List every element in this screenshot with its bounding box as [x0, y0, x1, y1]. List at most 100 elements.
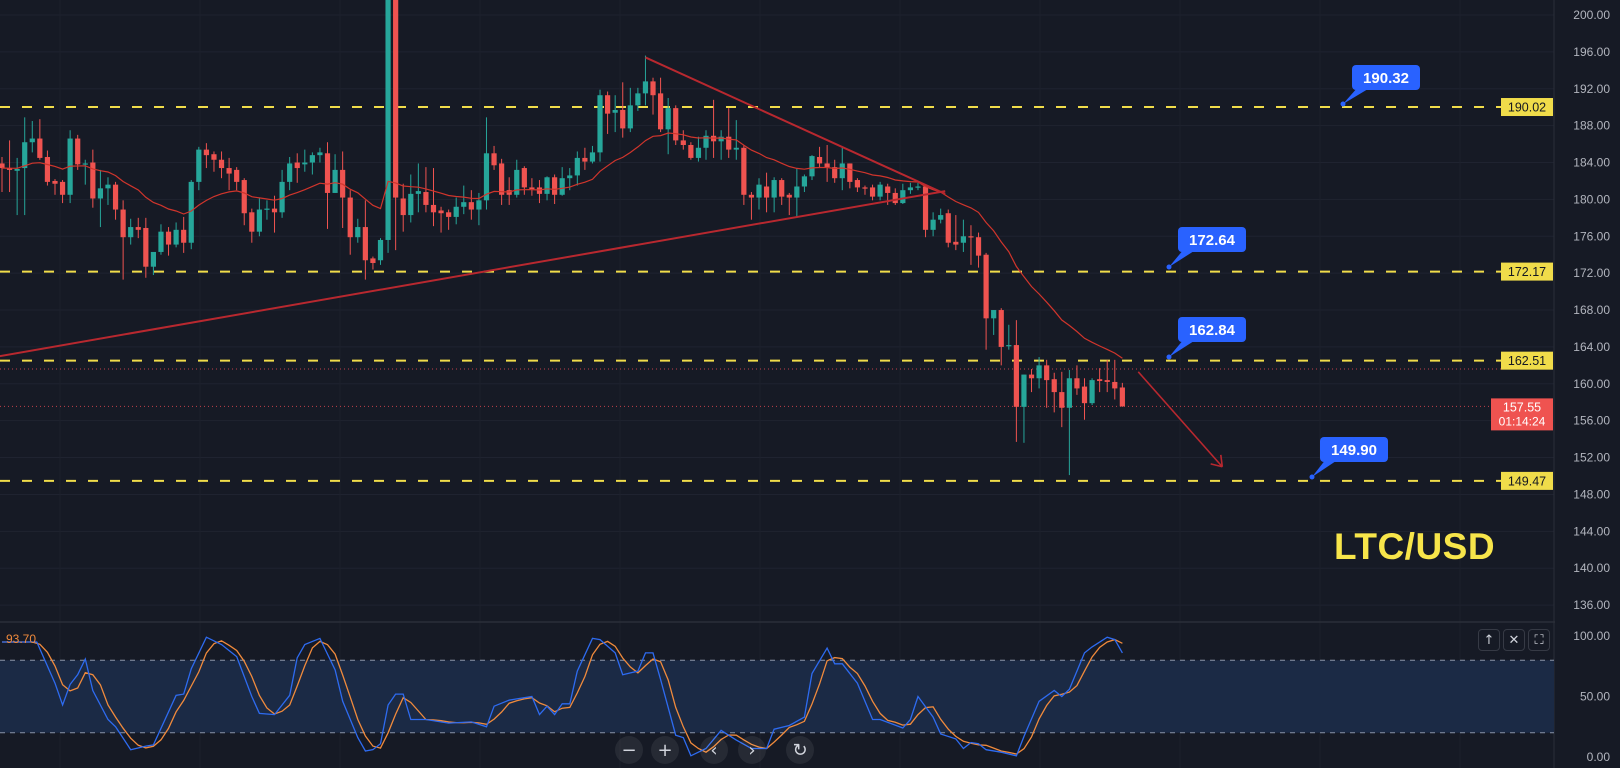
price-tick-label: 168.00 — [1573, 303, 1610, 317]
minus-icon: − — [621, 739, 637, 761]
stochastic-d-line — [2, 638, 1123, 755]
candle-body — [816, 156, 823, 164]
callout-pointer — [1169, 249, 1194, 267]
candle-body — [461, 202, 467, 207]
callout-pointer — [1312, 459, 1336, 477]
candle-body — [271, 208, 278, 213]
price-callout[interactable]: 190.32 — [1340, 65, 1421, 107]
maximize-icon: ⛶ — [1534, 632, 1544, 648]
candle — [241, 178, 247, 226]
forecast-arrow[interactable] — [1137, 371, 1223, 468]
candle-body — [786, 194, 792, 198]
candle — [1021, 374, 1027, 443]
candle-body — [332, 169, 338, 193]
scroll-left-button[interactable]: ‹ — [700, 736, 728, 764]
candle — [112, 181, 119, 220]
candle — [287, 156, 293, 191]
candle — [1028, 369, 1035, 393]
candle — [597, 89, 603, 162]
candle-body — [226, 168, 232, 174]
candle-body — [188, 181, 194, 243]
candle-body — [256, 209, 262, 232]
candle-body — [59, 181, 66, 195]
candle-body — [801, 176, 808, 187]
candle — [998, 308, 1004, 366]
candle-body — [218, 159, 225, 169]
level-price-tag — [1501, 98, 1553, 117]
candle — [582, 147, 588, 170]
price-callout[interactable]: 162.84 — [1166, 317, 1247, 360]
candle-body — [165, 231, 172, 245]
candle — [627, 87, 633, 133]
scroll-right-button[interactable]: › — [738, 736, 766, 764]
callout-text: 149.90 — [1331, 442, 1377, 459]
candle — [983, 252, 989, 350]
candle-body — [105, 184, 111, 189]
candle-body — [97, 188, 104, 199]
reset-chart-button[interactable]: ↻ — [786, 736, 814, 764]
candle — [620, 82, 626, 138]
candle — [665, 97, 671, 155]
zoom-out-button[interactable]: − — [615, 736, 643, 764]
candle — [529, 178, 535, 196]
trendline[interactable] — [645, 56, 946, 195]
maximize-pane-button[interactable]: ⛶ — [1528, 629, 1550, 651]
candle-body — [726, 136, 732, 150]
candle-body — [605, 95, 611, 114]
candle — [589, 145, 596, 164]
candle-body — [287, 163, 293, 182]
price-tick-label: 160.00 — [1573, 377, 1610, 391]
candle-body — [991, 310, 997, 319]
candle-body — [922, 186, 929, 230]
candle — [514, 159, 520, 198]
price-callout[interactable]: 172.64 — [1166, 227, 1247, 270]
candle — [710, 99, 717, 158]
candle — [748, 192, 755, 220]
candle — [52, 179, 58, 195]
candle-body — [612, 109, 618, 113]
price-callout[interactable]: 149.90 — [1309, 437, 1389, 480]
candle-body — [1006, 345, 1012, 347]
candle-body — [234, 169, 240, 182]
trendline[interactable] — [0, 190, 946, 358]
zoom-in-button[interactable]: + — [651, 736, 679, 764]
candle — [869, 184, 876, 201]
candle — [741, 145, 747, 205]
callout-box — [1178, 317, 1246, 342]
candle — [801, 174, 808, 193]
move-pane-up-button[interactable]: ↑ — [1478, 629, 1500, 651]
candle — [877, 181, 883, 201]
candle-body — [642, 81, 649, 94]
stochastic-value-label: 93.70 — [6, 632, 37, 646]
candle — [854, 178, 861, 193]
candle-body — [907, 187, 913, 191]
candles — [0, 0, 1125, 476]
candle — [975, 232, 982, 268]
candle — [915, 182, 921, 191]
candle-body — [657, 93, 664, 130]
candle — [430, 168, 437, 227]
level-price-tag — [1501, 471, 1553, 490]
candle — [347, 190, 353, 255]
candle-body — [1089, 380, 1095, 404]
candle — [393, 0, 399, 251]
candle — [256, 197, 262, 237]
candle-body — [559, 178, 565, 195]
candle-body — [1021, 374, 1027, 407]
candle-body — [370, 258, 376, 264]
candle — [968, 225, 974, 265]
close-pane-button[interactable]: ✕ — [1503, 629, 1525, 651]
candle — [824, 145, 830, 182]
price-axis[interactable]: 200.00 196.00 192.00 188.00 184.00 180.00 176.… — [1555, 0, 1620, 768]
candle-body — [627, 105, 633, 129]
candle — [120, 200, 126, 280]
stochastic-lines — [0, 636, 1554, 757]
candle-body — [1013, 345, 1019, 407]
trendline-drawings[interactable]: 190.32 172.64 162.84 149.90 — [0, 56, 1421, 480]
candle — [105, 177, 111, 205]
candle — [657, 77, 664, 133]
candle-body — [733, 147, 739, 150]
candle-body — [294, 162, 300, 169]
candle-body — [196, 149, 202, 182]
